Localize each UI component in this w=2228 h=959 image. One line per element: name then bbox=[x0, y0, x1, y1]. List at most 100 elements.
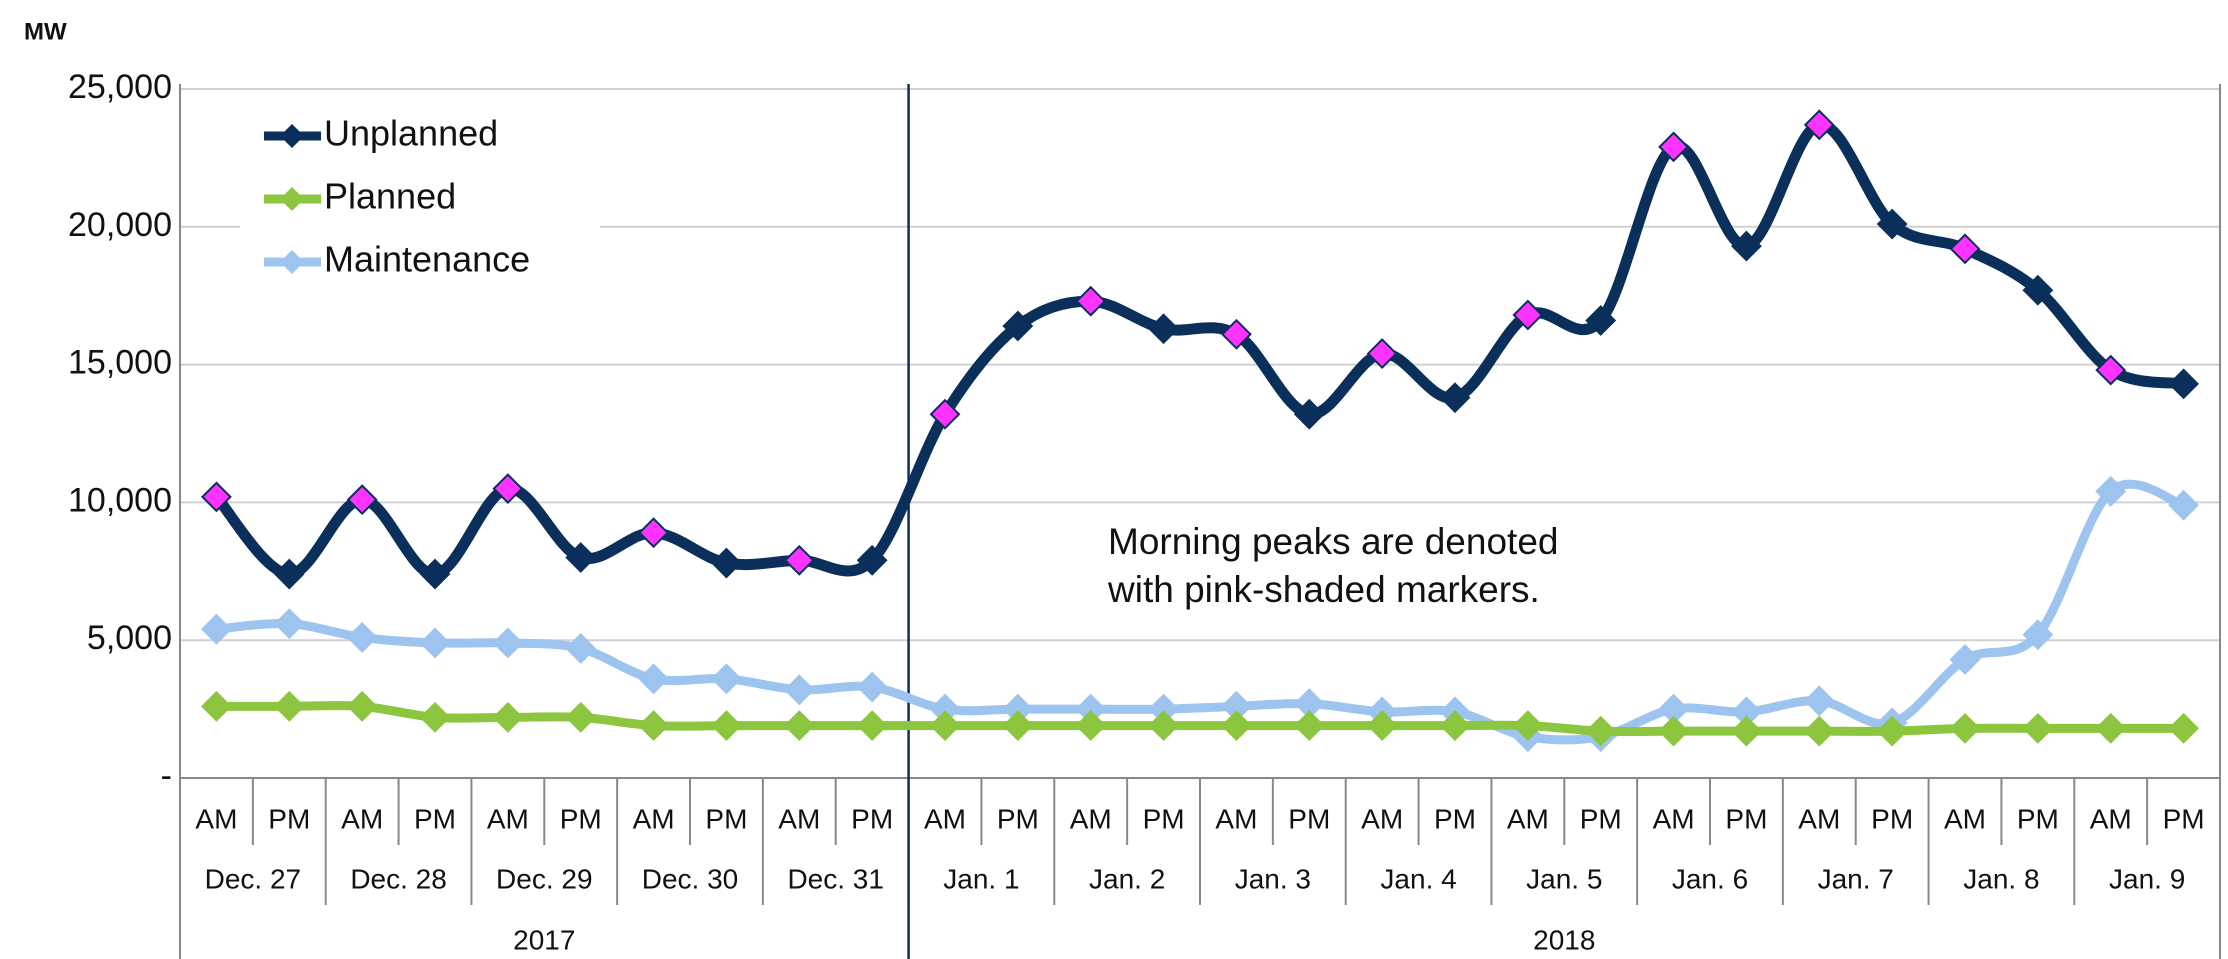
x-tick-label: PM bbox=[1143, 803, 1185, 834]
marker bbox=[1731, 715, 1762, 747]
day-label: Dec. 31 bbox=[787, 863, 884, 894]
highlight-marker bbox=[783, 544, 815, 576]
marker bbox=[1002, 710, 1034, 742]
marker bbox=[346, 690, 378, 722]
day-label: Dec. 29 bbox=[496, 863, 593, 894]
x-tick-label: PM bbox=[1725, 803, 1767, 834]
marker bbox=[1075, 710, 1107, 742]
highlight-marker bbox=[2095, 354, 2127, 386]
marker bbox=[638, 663, 669, 695]
x-tick-label: PM bbox=[268, 803, 310, 834]
marker bbox=[565, 701, 597, 733]
highlight-marker bbox=[929, 398, 961, 430]
marker bbox=[1876, 715, 1908, 747]
highlight-marker bbox=[346, 484, 378, 516]
marker bbox=[1439, 710, 1471, 742]
marker bbox=[1366, 710, 1398, 742]
marker bbox=[419, 558, 451, 590]
marker bbox=[1949, 644, 1981, 675]
marker bbox=[1221, 710, 1252, 742]
marker bbox=[1512, 710, 1544, 742]
marker bbox=[419, 701, 451, 733]
marker bbox=[492, 701, 524, 733]
marker bbox=[711, 710, 742, 742]
marker bbox=[2022, 274, 2054, 306]
marker bbox=[1803, 685, 1835, 717]
x-tick-label: AM bbox=[1507, 803, 1549, 834]
day-label: Jan. 4 bbox=[1380, 863, 1456, 894]
marker bbox=[273, 608, 305, 640]
x-tick-label: PM bbox=[2017, 803, 2059, 834]
day-label: Jan. 1 bbox=[943, 863, 1019, 894]
annotation: Morning peaks are denoted bbox=[1108, 521, 1558, 562]
x-tick-label: AM bbox=[1361, 803, 1403, 834]
marker bbox=[1002, 310, 1034, 342]
marker bbox=[2095, 475, 2127, 507]
marker bbox=[2168, 712, 2199, 744]
day-label: Dec. 28 bbox=[350, 863, 447, 894]
x-tick-label: PM bbox=[560, 803, 602, 834]
marker bbox=[565, 633, 597, 664]
marker bbox=[346, 622, 378, 653]
highlight-marker bbox=[1803, 109, 1835, 141]
marker bbox=[419, 627, 451, 659]
marker bbox=[2168, 368, 2199, 400]
annotation: with pink-shaded markers. bbox=[1107, 569, 1540, 610]
highlight-marker bbox=[1075, 285, 1107, 317]
x-tick-label: PM bbox=[1434, 803, 1476, 834]
marker bbox=[1293, 398, 1325, 430]
y-axis-label: MW bbox=[24, 18, 67, 45]
x-tick-label: AM bbox=[1215, 803, 1257, 834]
marker bbox=[1148, 313, 1179, 345]
x-tick-label: AM bbox=[195, 803, 237, 834]
marker bbox=[1731, 230, 1762, 262]
marker bbox=[783, 674, 815, 706]
marker bbox=[1585, 305, 1617, 336]
y-tick-label: 10,000 bbox=[68, 481, 172, 519]
x-tick-label: PM bbox=[1580, 803, 1622, 834]
day-label: Dec. 30 bbox=[642, 863, 739, 894]
series-line bbox=[216, 701, 2184, 737]
marker bbox=[711, 547, 742, 579]
marker bbox=[856, 710, 888, 742]
x-tick-label: PM bbox=[2163, 803, 2205, 834]
day-label: Dec. 27 bbox=[205, 863, 302, 894]
x-tick-label: AM bbox=[1070, 803, 1112, 834]
legend-marker bbox=[280, 187, 304, 211]
y-tick-label: - bbox=[161, 757, 172, 795]
marker bbox=[1658, 715, 1689, 747]
y-tick-label: 25,000 bbox=[68, 68, 172, 106]
highlight-marker bbox=[1221, 318, 1252, 350]
marker bbox=[856, 544, 888, 576]
day-label: Jan. 6 bbox=[1672, 863, 1748, 894]
legend-label: Maintenance bbox=[324, 239, 530, 280]
marker bbox=[783, 710, 815, 742]
highlight-marker bbox=[201, 481, 232, 513]
x-tick-label: AM bbox=[1798, 803, 1840, 834]
legend-label: Unplanned bbox=[324, 113, 498, 154]
x-tick-label: PM bbox=[997, 803, 1039, 834]
highlight-marker bbox=[638, 517, 669, 549]
y-tick-label: 15,000 bbox=[68, 344, 172, 382]
highlight-marker bbox=[492, 473, 524, 505]
marker bbox=[2022, 619, 2054, 651]
highlight-marker bbox=[1658, 131, 1689, 163]
marker bbox=[2095, 712, 2127, 744]
x-tick-label: AM bbox=[341, 803, 383, 834]
x-tick-label: AM bbox=[2090, 803, 2132, 834]
marker bbox=[565, 542, 597, 573]
x-tick-label: AM bbox=[1653, 803, 1695, 834]
highlight-marker bbox=[1512, 299, 1544, 331]
marker bbox=[1439, 382, 1471, 414]
x-tick-label: AM bbox=[924, 803, 966, 834]
x-tick-label: PM bbox=[1288, 803, 1330, 834]
marker bbox=[273, 558, 305, 590]
year-label: 2017 bbox=[513, 924, 575, 955]
x-tick-label: AM bbox=[487, 803, 529, 834]
x-tick-label: PM bbox=[1871, 803, 1913, 834]
y-tick-label: 20,000 bbox=[68, 206, 172, 244]
marker bbox=[492, 627, 524, 659]
x-tick-label: AM bbox=[778, 803, 820, 834]
day-label: Jan. 9 bbox=[2109, 863, 2185, 894]
